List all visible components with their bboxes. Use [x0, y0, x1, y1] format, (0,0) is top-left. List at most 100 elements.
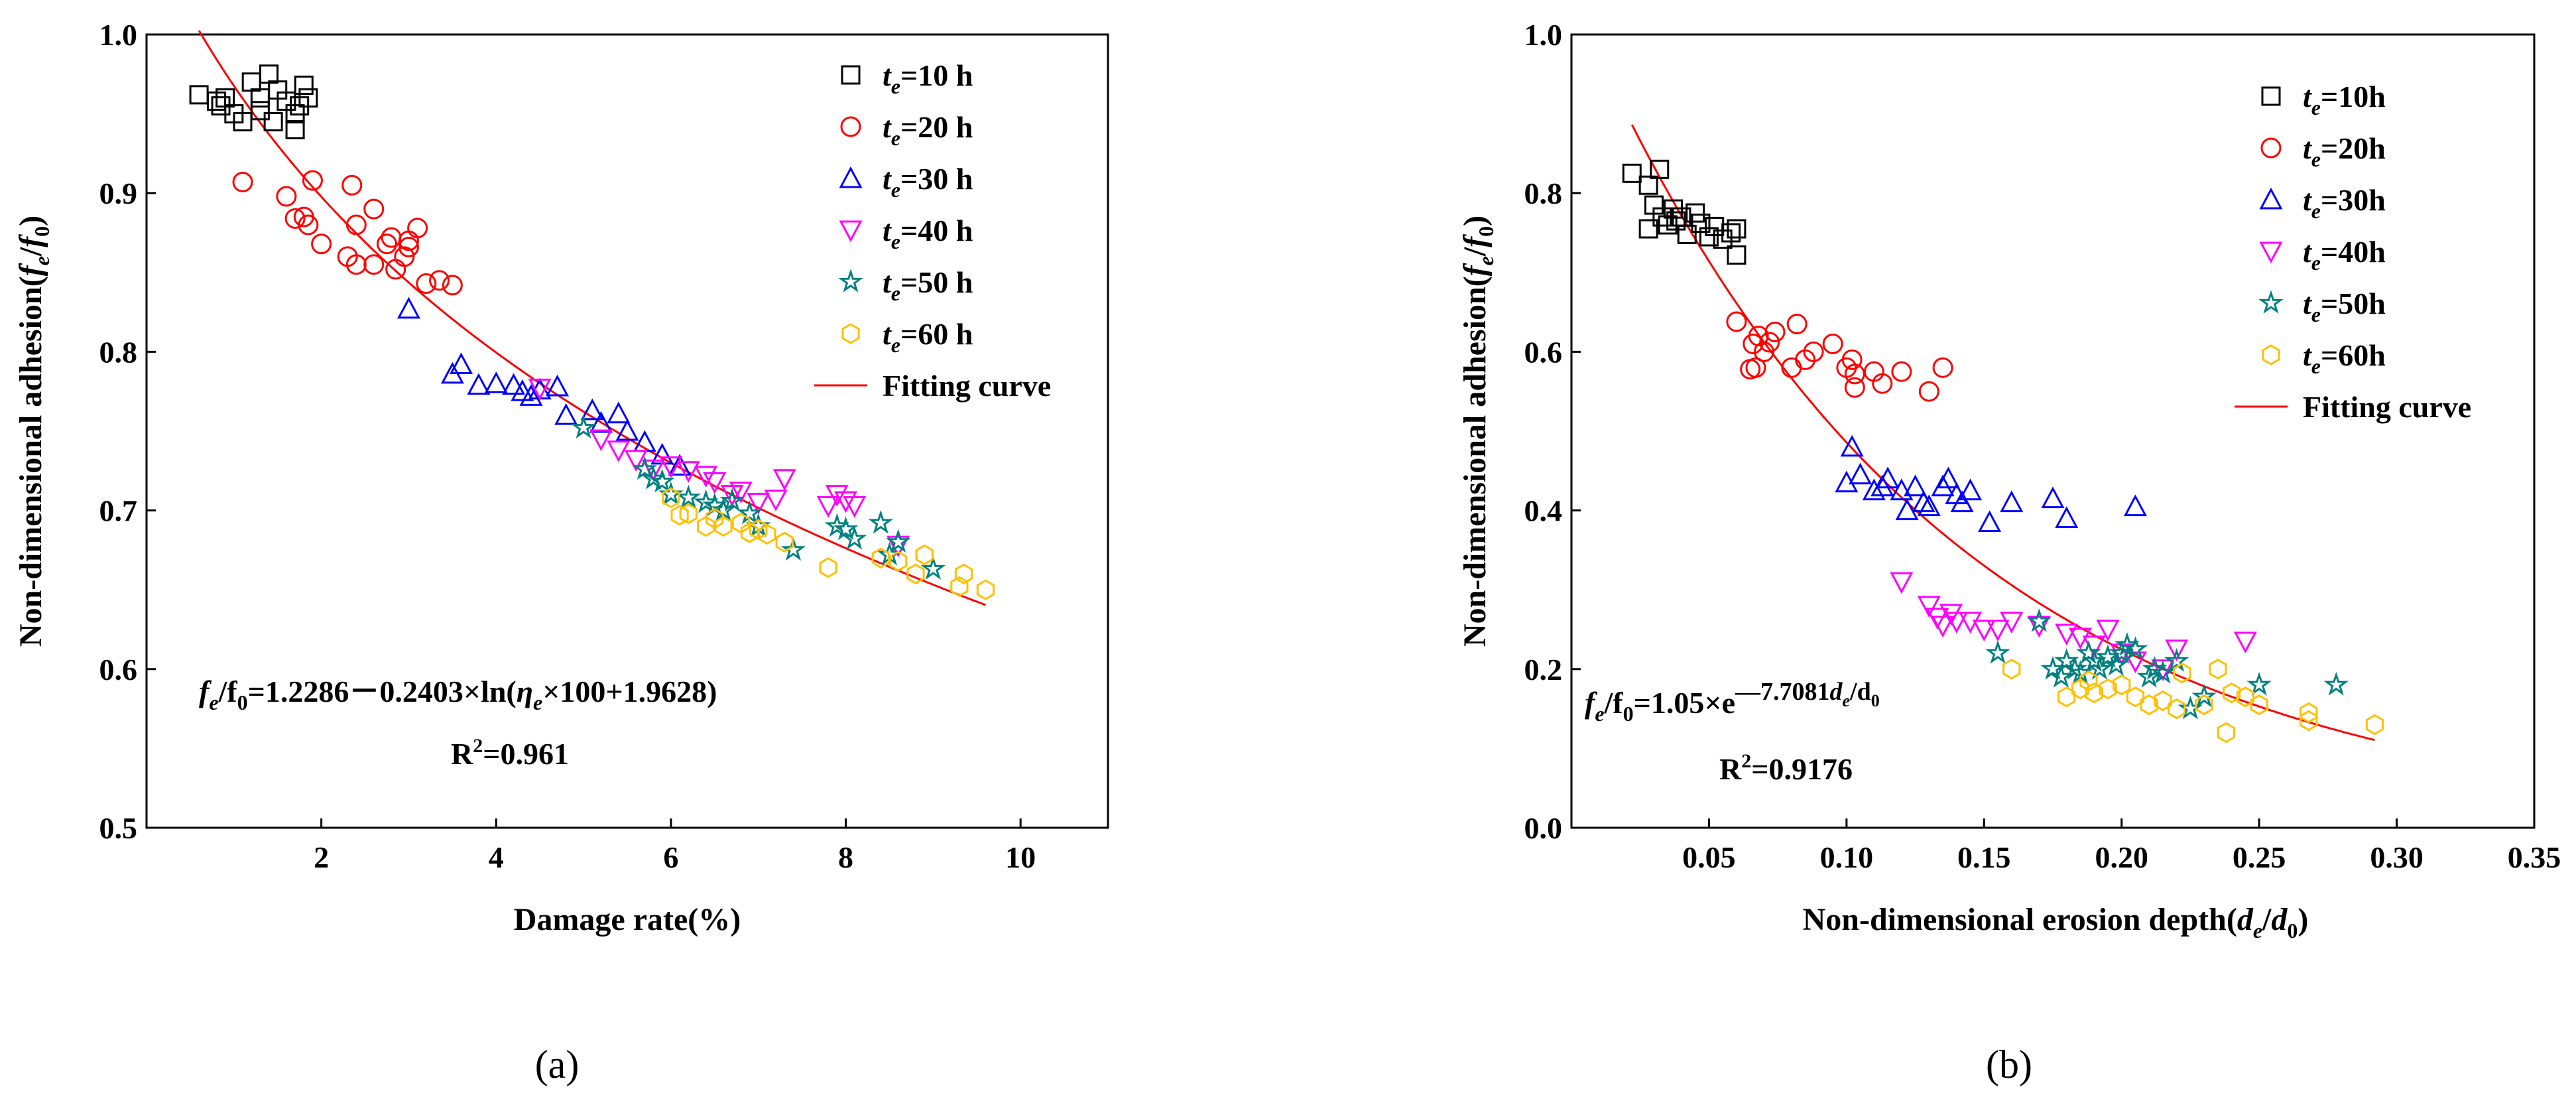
data-point [1822, 333, 1843, 354]
data-point [2233, 631, 2257, 654]
y-tick-label: 0.8 [1524, 176, 1563, 210]
data-point [650, 468, 675, 493]
data-point [589, 429, 613, 452]
legend-marker [2259, 241, 2283, 264]
data-point [1926, 608, 1949, 630]
data-point [729, 482, 753, 504]
data-point [2026, 608, 2052, 633]
data-point [2246, 671, 2272, 696]
fitting-curve [198, 30, 987, 606]
data-point [758, 523, 776, 545]
data-point [1904, 474, 1928, 497]
data-point [833, 516, 859, 541]
x-tick-label: 2 [314, 840, 329, 874]
data-point [241, 72, 261, 92]
data-point [1677, 224, 1697, 244]
data-point [2191, 684, 2217, 708]
data-point [571, 415, 596, 439]
legend-entry: te=40 h [883, 214, 973, 253]
data-point [2000, 612, 2024, 634]
data-point [1876, 466, 1900, 489]
series-2 [232, 170, 463, 296]
data-point [341, 174, 363, 196]
data-point [2250, 694, 2268, 716]
legend-marker [2262, 344, 2280, 365]
x-tick-label: 0.35 [2508, 840, 2561, 874]
x-tick-label: 6 [663, 840, 678, 874]
y-tick-label: 0.4 [1524, 494, 1563, 528]
data-point [842, 526, 867, 550]
legend-marker [2261, 86, 2281, 106]
data-point [819, 556, 837, 578]
data-point [632, 456, 658, 480]
legend-marker [839, 166, 863, 188]
data-point [519, 384, 543, 406]
fit-curve-group [1630, 124, 2375, 742]
data-point [607, 440, 631, 462]
data-point [1727, 219, 1747, 239]
legend-entry: te=30h [2303, 183, 2386, 223]
data-point [1917, 494, 1941, 517]
data-point [442, 275, 463, 296]
data-point [1985, 640, 2010, 664]
legend-marker [841, 65, 861, 85]
data-point [1650, 159, 1670, 179]
legend-marker [840, 116, 861, 137]
y-tick-label: 0.6 [1524, 335, 1563, 369]
data-point [2103, 652, 2129, 676]
data-point [1638, 175, 1658, 195]
legend-entry: te=50 h [883, 265, 973, 305]
series-5 [1985, 608, 2349, 720]
data-point [1931, 616, 1955, 638]
data-point [2123, 494, 2147, 517]
data-point [607, 401, 631, 424]
data-point [740, 522, 759, 543]
series-3 [1835, 434, 2147, 533]
data-point [450, 352, 473, 375]
data-point [2041, 486, 2065, 509]
data-point [363, 254, 385, 275]
data-point [976, 579, 995, 600]
legend-marker [2259, 187, 2283, 210]
data-point [381, 227, 402, 248]
data-point [345, 254, 367, 275]
data-point [298, 214, 319, 235]
legend-entry: te=50h [2303, 287, 2386, 326]
data-point [780, 537, 806, 561]
series-4 [528, 378, 910, 558]
plot-area-frame [1570, 33, 2536, 829]
data-point [915, 544, 934, 566]
data-point [580, 398, 604, 421]
data-point [703, 472, 727, 494]
x-tick-label: 0.05 [1682, 840, 1736, 874]
x-tick-label: 0.10 [1820, 840, 1874, 874]
data-point [2300, 702, 2318, 724]
data-point [589, 411, 613, 433]
legend-entry: te=30 h [883, 162, 973, 202]
y-tick-label: 0.6 [99, 653, 138, 686]
data-point [1726, 311, 1747, 332]
legend-marker [841, 323, 860, 344]
legend-entry-fit: Fitting curve [883, 369, 1051, 403]
data-point [554, 403, 578, 425]
data-point [398, 237, 419, 258]
data-point [2223, 682, 2241, 704]
data-point [294, 76, 314, 96]
data-point [775, 531, 794, 553]
data-point [1872, 373, 1893, 394]
data-point [679, 503, 698, 525]
data-point [2087, 656, 2113, 680]
y-tick-label: 0.2 [1524, 653, 1563, 686]
data-point [834, 491, 858, 513]
data-point [1622, 163, 1642, 183]
data-point [250, 101, 270, 121]
y-tick-label: 0.8 [99, 335, 138, 369]
data-point [843, 495, 867, 518]
y-tick-label: 0.5 [99, 811, 138, 845]
data-point [889, 551, 908, 572]
y-tick-label: 0.0 [1524, 811, 1563, 845]
data-point [2048, 664, 2074, 688]
data-point [407, 218, 428, 239]
data-point [2000, 490, 2024, 513]
